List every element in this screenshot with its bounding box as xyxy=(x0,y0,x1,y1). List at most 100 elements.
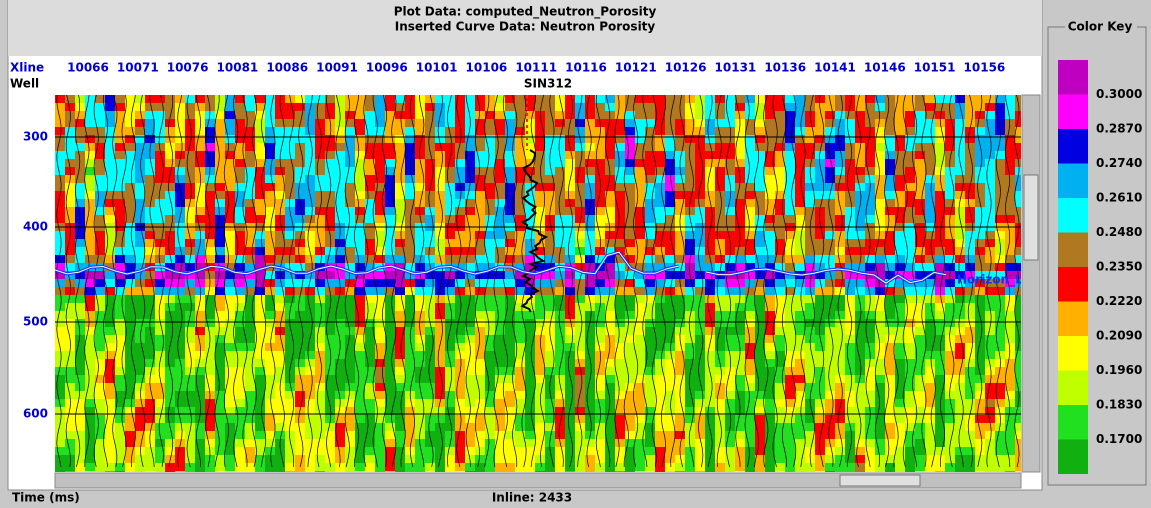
section-cell xyxy=(815,367,825,375)
section-cell xyxy=(845,255,855,263)
section-cell xyxy=(335,183,345,191)
section-cell xyxy=(55,431,65,439)
section-cell xyxy=(505,279,515,287)
section-cell xyxy=(425,255,435,263)
section-cell xyxy=(135,391,145,399)
section-cell xyxy=(385,351,395,359)
section-cell xyxy=(845,399,855,407)
section-cell xyxy=(975,263,985,271)
section-cell xyxy=(555,447,565,455)
section-cell xyxy=(425,95,435,103)
section-cell xyxy=(445,391,455,399)
section-cell xyxy=(735,375,745,383)
section-cell xyxy=(875,183,885,191)
section-cell xyxy=(105,383,115,391)
section-cell xyxy=(905,135,915,143)
section-cell xyxy=(255,431,265,439)
section-cell xyxy=(455,375,465,383)
section-cell xyxy=(825,287,835,295)
section-cell xyxy=(125,431,135,439)
section-cell xyxy=(95,287,105,295)
section-cell xyxy=(405,231,415,239)
section-cell xyxy=(755,159,765,167)
section-cell xyxy=(535,215,545,223)
vertical-scrollbar[interactable] xyxy=(1022,95,1040,472)
section-cell xyxy=(845,375,855,383)
section-cell xyxy=(535,199,545,207)
section-cell xyxy=(145,463,155,471)
section-cell xyxy=(185,151,195,159)
section-cell xyxy=(715,239,725,247)
section-cell xyxy=(975,127,985,135)
section-cell xyxy=(225,247,235,255)
section-cell xyxy=(175,279,185,287)
section-cell xyxy=(115,303,125,311)
section-cell xyxy=(145,423,155,431)
section-cell xyxy=(875,287,885,295)
section-cell xyxy=(105,255,115,263)
section-cell xyxy=(845,327,855,335)
section-cell xyxy=(645,335,655,343)
section-cell xyxy=(615,263,625,271)
section-cell xyxy=(515,391,525,399)
section-cell xyxy=(885,159,895,167)
section-cell xyxy=(605,103,615,111)
section-cell xyxy=(335,239,345,247)
section-cell xyxy=(875,199,885,207)
section-cell xyxy=(695,335,705,343)
section-cell xyxy=(285,447,295,455)
section-cell xyxy=(195,159,205,167)
section-cell xyxy=(475,343,485,351)
section-cell xyxy=(435,271,445,279)
section-cell xyxy=(445,175,455,183)
section-cell xyxy=(235,159,245,167)
section-cell xyxy=(925,447,935,455)
section-cell xyxy=(705,135,715,143)
section-cell xyxy=(345,215,355,223)
section-cell xyxy=(725,143,735,151)
section-cell xyxy=(575,415,585,423)
section-cell xyxy=(395,351,405,359)
section-cell xyxy=(985,335,995,343)
section-cell xyxy=(555,311,565,319)
section-cell xyxy=(855,247,865,255)
section-cell xyxy=(305,199,315,207)
section-cell xyxy=(785,423,795,431)
section-cell xyxy=(565,279,575,287)
section-cell xyxy=(725,319,735,327)
section-cell xyxy=(985,431,995,439)
section-cell xyxy=(925,175,935,183)
section-cell xyxy=(55,295,65,303)
section-cell xyxy=(275,391,285,399)
section-cell xyxy=(165,383,175,391)
section-cell xyxy=(655,359,665,367)
section-cell xyxy=(405,375,415,383)
section-cell xyxy=(115,183,125,191)
section-cell xyxy=(385,191,395,199)
section-cell xyxy=(295,215,305,223)
section-cell xyxy=(635,343,645,351)
section-cell xyxy=(715,423,725,431)
section-cell xyxy=(125,143,135,151)
section-cell xyxy=(935,431,945,439)
section-cell xyxy=(375,271,385,279)
section-cell xyxy=(945,207,955,215)
section-cell xyxy=(815,423,825,431)
plot-title: Plot Data: computed_Neutron_Porosity xyxy=(394,5,657,20)
section-cell xyxy=(525,351,535,359)
horizontal-scroll-thumb[interactable] xyxy=(840,475,920,486)
section-cell xyxy=(565,127,575,135)
section-cell xyxy=(835,151,845,159)
section-cell xyxy=(635,207,645,215)
section-cell xyxy=(515,439,525,447)
section-cell xyxy=(75,343,85,351)
section-cell xyxy=(315,119,325,127)
section-cell xyxy=(215,207,225,215)
section-cell xyxy=(115,431,125,439)
section-cell xyxy=(595,367,605,375)
section-cell xyxy=(705,119,715,127)
section-cell xyxy=(125,463,135,471)
section-cell xyxy=(455,167,465,175)
vertical-scroll-thumb[interactable] xyxy=(1024,175,1038,260)
section-cell xyxy=(545,343,555,351)
